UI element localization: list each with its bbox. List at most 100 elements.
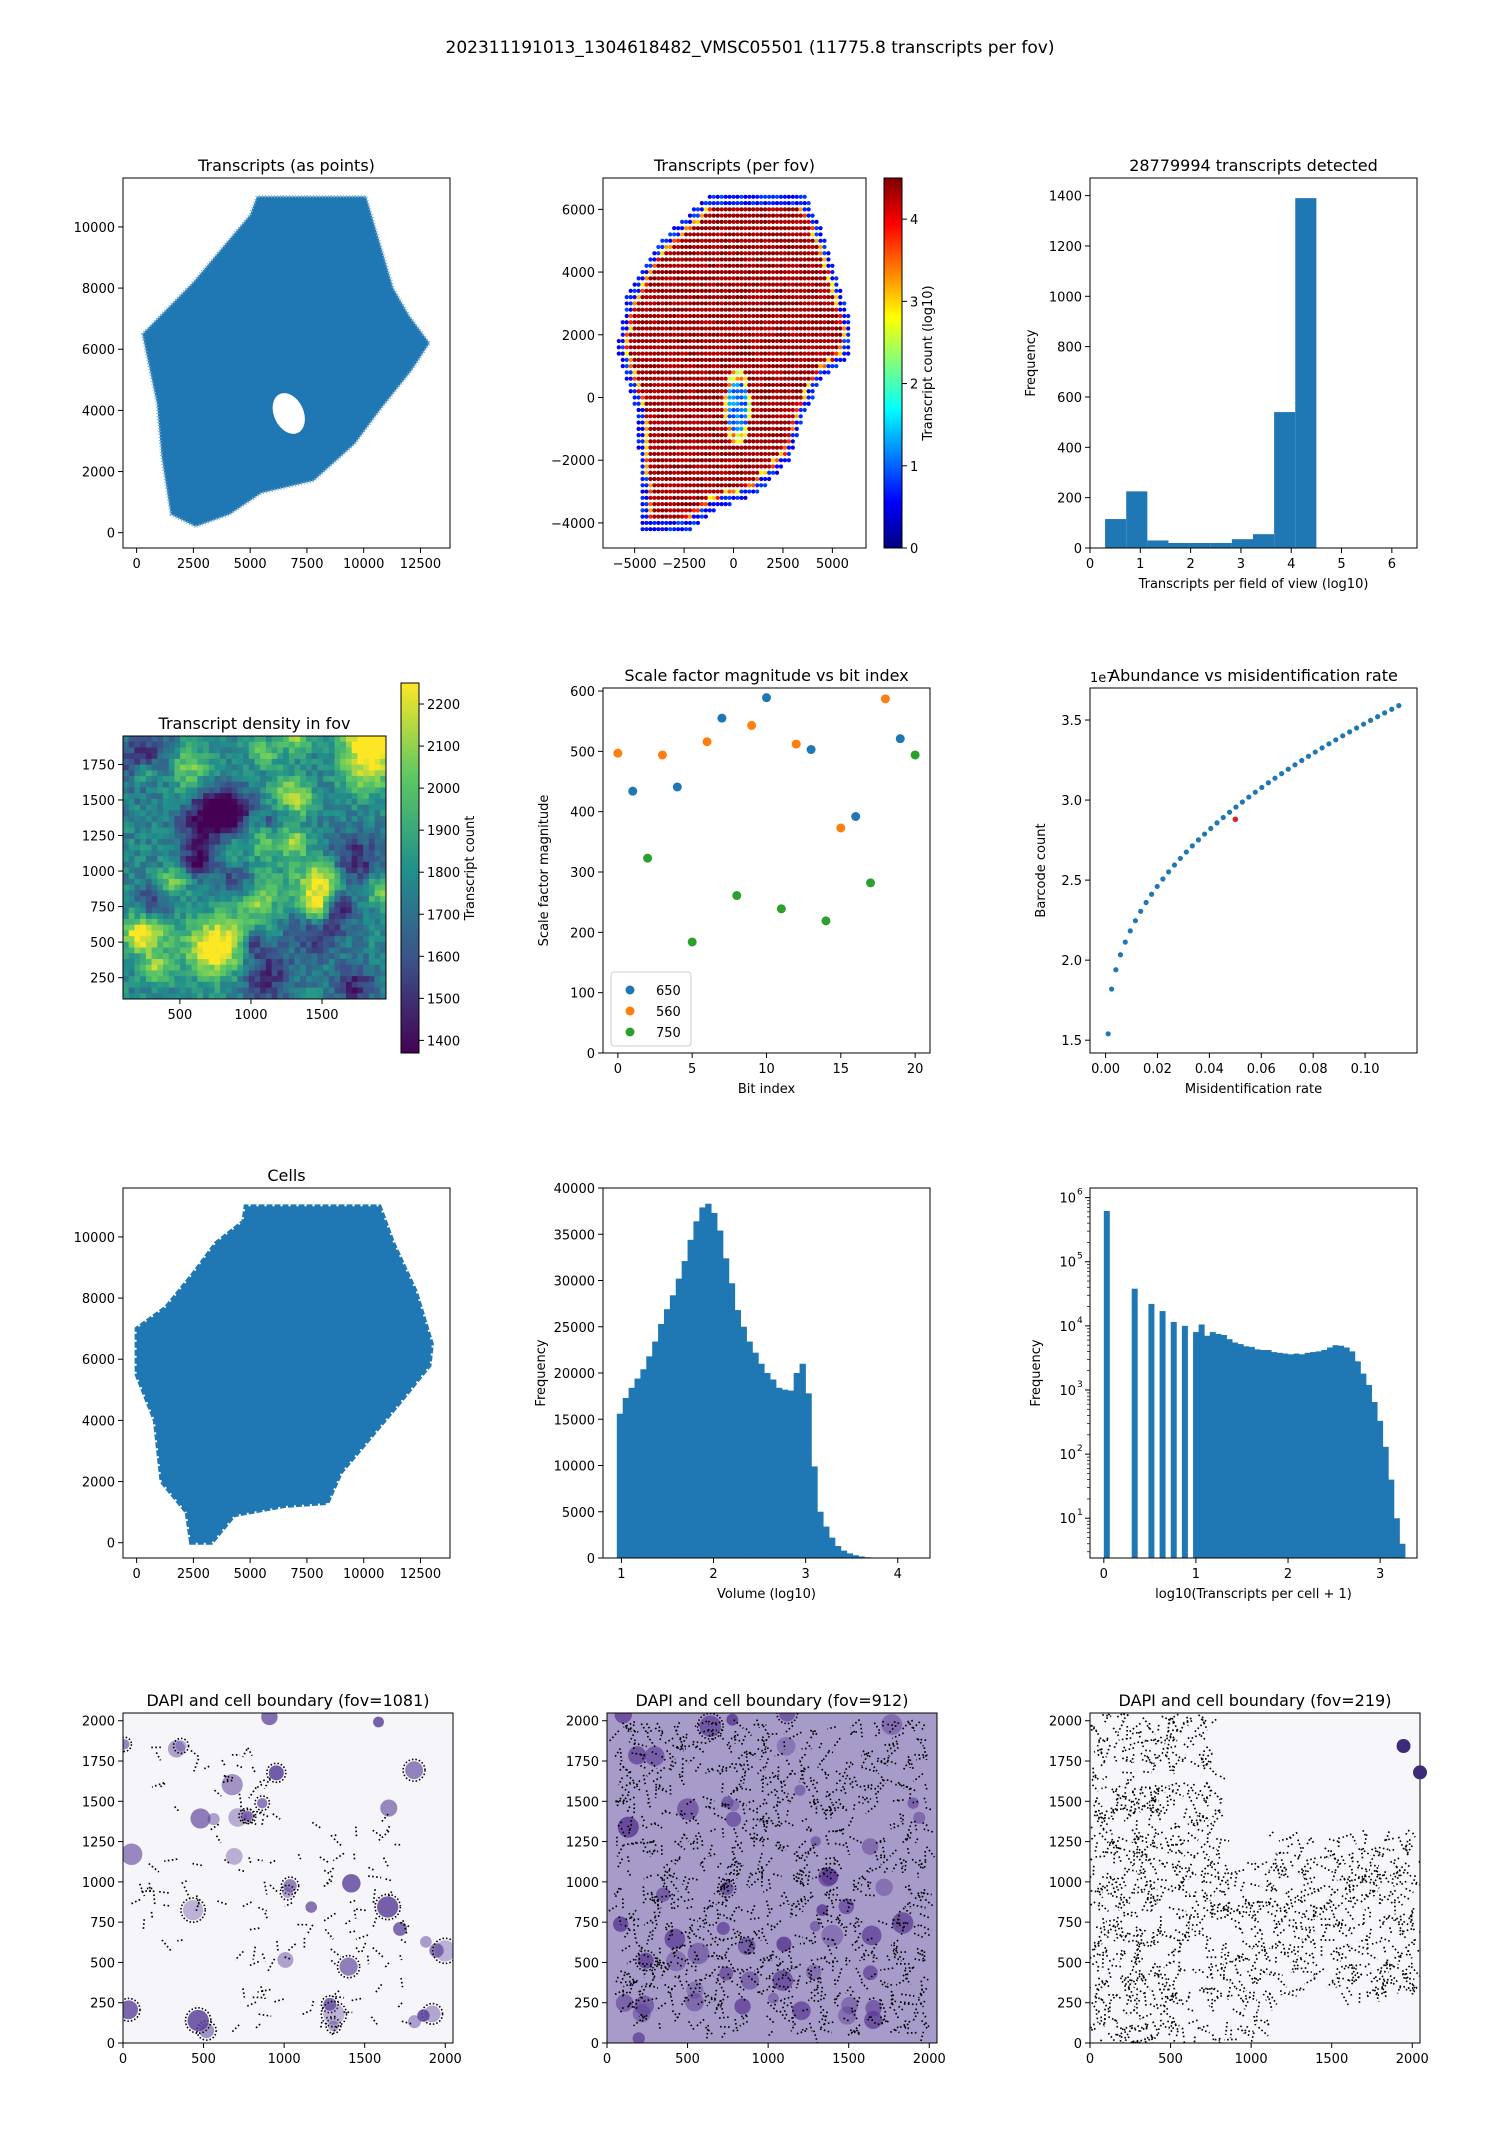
- fov-point: [652, 332, 657, 337]
- fov-point: [676, 476, 681, 482]
- fov-point: [652, 364, 657, 369]
- density-cell: [168, 918, 175, 926]
- density-cell: [305, 753, 313, 760]
- fov-point: [616, 351, 621, 356]
- hist-bar: [811, 1466, 818, 1558]
- fov-point: [767, 326, 772, 331]
- density-cell: [248, 833, 255, 840]
- density-cell: [203, 764, 210, 771]
- fov-point: [798, 263, 803, 268]
- density-cell: [363, 890, 370, 897]
- fov-point: [782, 295, 788, 300]
- density-cell: [168, 793, 175, 800]
- fov-point: [767, 445, 772, 450]
- density-cell: [140, 736, 147, 743]
- density-cell: [328, 764, 336, 771]
- hist-bar: [1170, 1321, 1177, 1558]
- density-cell: [340, 753, 347, 760]
- density-cell: [197, 993, 204, 999]
- fov-point: [636, 307, 641, 312]
- fov-point: [790, 395, 795, 400]
- density-cell: [237, 907, 244, 914]
- density-cell: [254, 981, 261, 989]
- density-cell: [134, 861, 141, 868]
- fov-point: [727, 376, 732, 381]
- fov-point: [770, 219, 776, 224]
- fov-point: [683, 376, 689, 381]
- fov-point: [751, 439, 756, 444]
- fov-point: [778, 276, 784, 281]
- fov-point: [770, 389, 776, 394]
- fov-point: [683, 251, 689, 256]
- fov-point: [786, 276, 791, 281]
- fov-point: [723, 407, 728, 413]
- fov-point: [747, 282, 752, 287]
- x-tick-label: 500: [167, 1008, 192, 1023]
- fov-point: [695, 407, 701, 413]
- curve-point: [1208, 825, 1214, 832]
- fov-point: [786, 251, 791, 256]
- density-cell: [185, 838, 193, 846]
- density-cell: [311, 827, 318, 834]
- density-cell: [300, 736, 307, 743]
- fov-point: [735, 295, 740, 300]
- fov-point: [640, 364, 645, 369]
- density-cell: [260, 850, 267, 857]
- density-cell: [260, 987, 267, 994]
- fov-point: [668, 433, 673, 438]
- density-cell: [243, 741, 250, 748]
- density-cell: [157, 867, 164, 874]
- density-cell: [197, 770, 204, 777]
- y-tick-exponent: 6: [1077, 1188, 1083, 1198]
- density-cell: [214, 987, 221, 994]
- hist-bar: [1126, 491, 1148, 548]
- curve-point: [1113, 967, 1119, 973]
- fov-point: [699, 439, 704, 444]
- curve-point: [1312, 749, 1318, 755]
- fov-point: [751, 238, 756, 243]
- fov-point: [786, 414, 791, 419]
- fov-point: [719, 483, 724, 488]
- fov-point: [834, 364, 839, 369]
- cell-boundary: [155, 1752, 162, 1761]
- density-cell: [363, 758, 370, 766]
- fov-point: [644, 451, 649, 457]
- density-cell: [317, 981, 324, 989]
- density-cell: [334, 821, 341, 828]
- density-cell: [334, 884, 341, 891]
- fov-point: [683, 370, 689, 375]
- density-cell: [237, 941, 244, 949]
- fov-point: [810, 307, 815, 312]
- fov-point: [826, 295, 831, 300]
- density-cell: [145, 844, 153, 851]
- fov-point: [699, 295, 704, 300]
- fov-point: [727, 232, 732, 237]
- hist-bar: [699, 1207, 706, 1558]
- fov-point: [727, 401, 732, 406]
- fov-point: [679, 382, 685, 388]
- density-cell: [254, 844, 261, 851]
- density-cell: [231, 936, 238, 943]
- y-tick-label: 0: [107, 527, 115, 542]
- fov-point: [683, 282, 689, 287]
- hist-bar: [1388, 1479, 1395, 1558]
- density-cell: [231, 981, 238, 989]
- fov-point: [739, 470, 744, 475]
- density-cell: [123, 890, 130, 897]
- cell-boundary: [284, 1902, 293, 1908]
- fov-point: [778, 451, 784, 457]
- density-cell: [128, 793, 135, 800]
- density-cell: [363, 873, 370, 880]
- density-cell: [271, 913, 278, 920]
- y-tick-label: 500: [90, 936, 115, 951]
- fov-point: [660, 414, 665, 419]
- density-cell: [311, 936, 318, 943]
- density-cell: [254, 913, 261, 920]
- fov-point: [731, 282, 736, 287]
- fov-point: [751, 194, 756, 199]
- density-cell: [174, 970, 181, 977]
- density-cell: [157, 896, 164, 903]
- fov-point: [739, 307, 744, 312]
- density-cell: [305, 838, 313, 846]
- hist-bar: [764, 1373, 771, 1558]
